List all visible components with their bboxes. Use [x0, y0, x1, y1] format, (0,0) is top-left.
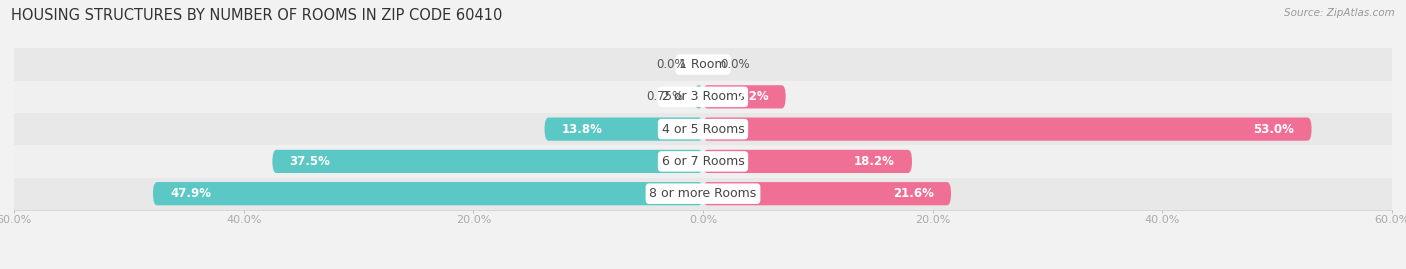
Text: Source: ZipAtlas.com: Source: ZipAtlas.com — [1284, 8, 1395, 18]
Bar — [14, 178, 1392, 210]
FancyBboxPatch shape — [703, 182, 950, 205]
FancyBboxPatch shape — [544, 118, 703, 141]
Text: 6 or 7 Rooms: 6 or 7 Rooms — [662, 155, 744, 168]
FancyBboxPatch shape — [695, 85, 703, 108]
Bar — [14, 48, 1392, 81]
Text: 21.6%: 21.6% — [893, 187, 934, 200]
Text: 4 or 5 Rooms: 4 or 5 Rooms — [662, 123, 744, 136]
Text: 7.2%: 7.2% — [735, 90, 769, 103]
FancyBboxPatch shape — [273, 150, 703, 173]
Text: 8 or more Rooms: 8 or more Rooms — [650, 187, 756, 200]
Text: 2 or 3 Rooms: 2 or 3 Rooms — [662, 90, 744, 103]
Text: 18.2%: 18.2% — [853, 155, 894, 168]
Text: 47.9%: 47.9% — [170, 187, 211, 200]
Bar — [14, 113, 1392, 145]
Bar — [14, 81, 1392, 113]
Text: 0.0%: 0.0% — [657, 58, 686, 71]
Text: 0.0%: 0.0% — [720, 58, 749, 71]
Text: 53.0%: 53.0% — [1254, 123, 1295, 136]
FancyBboxPatch shape — [703, 85, 786, 108]
Text: 37.5%: 37.5% — [290, 155, 330, 168]
FancyBboxPatch shape — [703, 150, 912, 173]
Text: 0.75%: 0.75% — [645, 90, 683, 103]
FancyBboxPatch shape — [153, 182, 703, 205]
Bar — [14, 145, 1392, 178]
Text: HOUSING STRUCTURES BY NUMBER OF ROOMS IN ZIP CODE 60410: HOUSING STRUCTURES BY NUMBER OF ROOMS IN… — [11, 8, 502, 23]
FancyBboxPatch shape — [703, 118, 1312, 141]
Text: 1 Room: 1 Room — [679, 58, 727, 71]
Text: 13.8%: 13.8% — [562, 123, 603, 136]
